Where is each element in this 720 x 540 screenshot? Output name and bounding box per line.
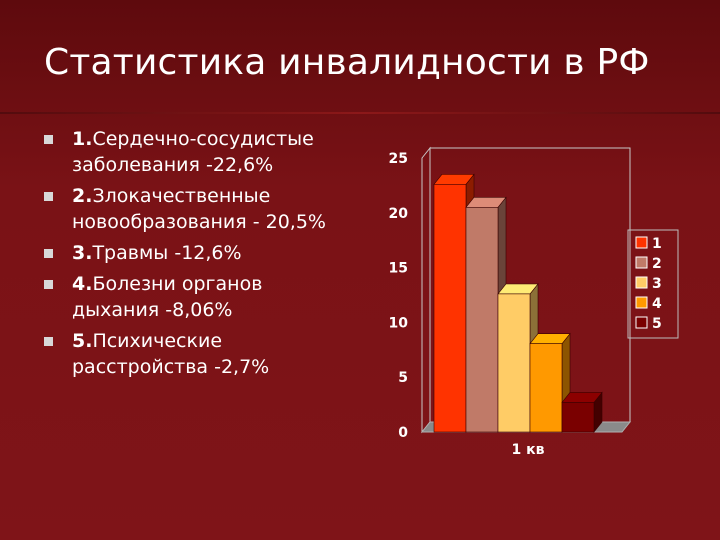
legend-label-4: 4 bbox=[652, 296, 662, 312]
bar-3 bbox=[497, 293, 531, 433]
bullet-text: Сердечно-сосудистые заболевания -22,6% bbox=[72, 128, 314, 176]
legend-swatch-4 bbox=[635, 296, 648, 309]
bullet-text: Травмы -12,6% bbox=[92, 242, 242, 264]
legend-swatch-3 bbox=[635, 276, 648, 289]
bullet-number: 3. bbox=[72, 242, 93, 264]
bullet-item: 2.Злокачественные новообразования - 20,5… bbox=[44, 183, 344, 235]
bullet-number: 1. bbox=[72, 128, 93, 150]
bullet-item: 3.Травмы -12,6% bbox=[44, 240, 344, 266]
bullet-text: Злокачественные новообразования - 20,5% bbox=[72, 185, 326, 233]
title-divider bbox=[0, 112, 720, 114]
square-bullet-icon bbox=[44, 192, 53, 201]
legend-label-1: 1 bbox=[652, 236, 662, 252]
y-tick-label: 25 bbox=[389, 151, 408, 167]
bullet-item: 4.Болезни органов дыхания -8,06% bbox=[44, 271, 344, 323]
bullet-item: 1.Сердечно-сосудистые заболевания -22,6% bbox=[44, 126, 344, 178]
bullet-text: Психические расстройства -2,7% bbox=[72, 330, 270, 378]
x-category-label: 1 кв bbox=[512, 442, 545, 458]
legend-label-5: 5 bbox=[652, 316, 662, 332]
y-tick-label: 15 bbox=[389, 261, 408, 277]
square-bullet-icon bbox=[44, 280, 53, 289]
slide-title: Статистика инвалидности в РФ bbox=[44, 42, 650, 83]
y-tick-label: 20 bbox=[389, 206, 409, 222]
bullet-item: 5.Психические расстройства -2,7% bbox=[44, 328, 344, 380]
legend-label-2: 2 bbox=[652, 256, 662, 272]
legend-swatch-1 bbox=[635, 236, 648, 249]
bar-1 bbox=[433, 184, 467, 433]
legend-swatch-5 bbox=[635, 316, 648, 329]
bullet-number: 2. bbox=[72, 185, 93, 207]
bar-2 bbox=[465, 207, 499, 433]
bar-chart: 0 5 10 15 20 25 1 кв 1 2 3 4 5 bbox=[389, 146, 679, 458]
square-bullet-icon bbox=[44, 135, 53, 144]
legend-swatch-2 bbox=[635, 256, 648, 269]
legend-box bbox=[627, 229, 679, 339]
bar-5 bbox=[561, 402, 595, 433]
bar-4 bbox=[529, 343, 563, 433]
square-bullet-icon bbox=[44, 337, 53, 346]
bullet-number: 4. bbox=[72, 273, 93, 295]
chart-side-wall bbox=[421, 146, 431, 434]
y-tick-label: 0 bbox=[398, 425, 408, 441]
y-tick-label: 10 bbox=[389, 315, 409, 331]
legend-label-3: 3 bbox=[652, 276, 662, 292]
chart-area: 0 5 10 15 20 25 1 кв 1 2 3 4 5 bbox=[372, 132, 692, 472]
square-bullet-icon bbox=[44, 249, 53, 258]
y-tick-label: 5 bbox=[398, 370, 408, 386]
bullet-number: 5. bbox=[72, 330, 93, 352]
bullet-list: 1.Сердечно-сосудистые заболевания -22,6%… bbox=[44, 126, 344, 385]
bullet-text: Болезни органов дыхания -8,06% bbox=[72, 273, 263, 321]
